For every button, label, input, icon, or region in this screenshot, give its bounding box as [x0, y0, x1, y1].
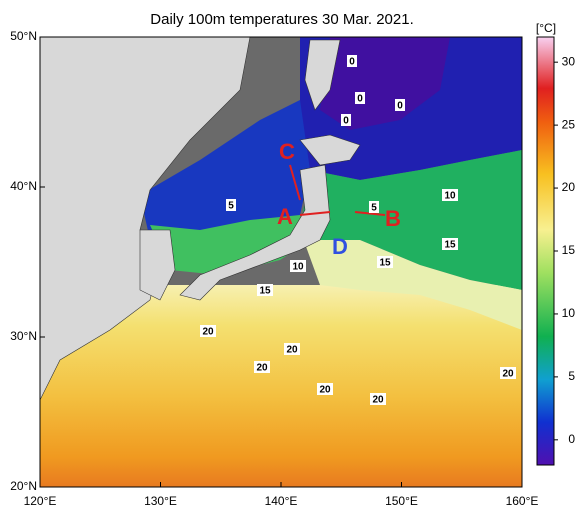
map-area: [40, 37, 522, 487]
contour-label: 20: [502, 369, 514, 380]
section-marker: C: [279, 139, 295, 164]
contour-label: 15: [379, 258, 391, 269]
sea-of-japan-north: [140, 100, 310, 250]
colorbar-tick-label: 25: [562, 117, 576, 131]
x-tick-label: 130°E: [144, 494, 177, 508]
contour-label: 20: [286, 345, 298, 356]
land-sakhalin: [304, 39, 341, 111]
x-tick-label: 140°E: [265, 494, 298, 508]
contour-label: 20: [256, 363, 268, 374]
contour-label-box: [317, 383, 333, 395]
section-marker: A: [277, 204, 293, 229]
contour-label: 20: [319, 385, 331, 396]
section-line: [289, 164, 301, 201]
y-tick-label: 30°N: [10, 329, 37, 343]
colorbar-tick-label: 30: [562, 54, 576, 68]
colorbar-tick-label: 5: [568, 369, 575, 383]
contour-label: 15: [259, 286, 271, 297]
y-tick-label: 50°N: [10, 29, 37, 43]
contour-label-box: [254, 361, 270, 373]
colorbar-tick-label: 20: [562, 180, 576, 194]
section-marker: B: [385, 206, 401, 231]
colorbar: [536, 36, 555, 466]
contour-label-box: [395, 99, 405, 111]
contour-label-box: [377, 256, 393, 268]
contour-label-box: [442, 189, 458, 201]
contour-label-box: [290, 260, 306, 272]
land-hokkaido: [299, 134, 361, 166]
contour-label: 10: [444, 191, 456, 202]
contour-label-box: [442, 238, 458, 250]
contour-label-box: [226, 199, 236, 211]
contour-label: 5: [228, 201, 234, 212]
contour-label-box: [355, 92, 365, 104]
contour-label-box: [369, 201, 379, 213]
contour-label: 0: [397, 101, 403, 112]
contour-label: 0: [357, 94, 363, 105]
contour-label: 5: [371, 203, 377, 214]
land-japan: [179, 164, 331, 301]
front-water: [300, 230, 522, 330]
contour-label-box: [284, 343, 300, 355]
x-tick-label: 150°E: [385, 494, 418, 508]
contour-label: 20: [202, 327, 214, 338]
section-marker: D: [332, 234, 348, 259]
contour-label: 0: [343, 116, 349, 127]
contour-label-box: [500, 367, 516, 379]
y-tick-label: 20°N: [10, 479, 37, 493]
colorbar-tick-label: 15: [562, 243, 576, 257]
contour-label-box: [370, 393, 386, 405]
section-line: [299, 211, 331, 216]
contour-label-box: [200, 325, 216, 337]
contour-label: 0: [349, 57, 355, 68]
title: Daily 100m temperatures 30 Mar. 2021.: [150, 11, 413, 28]
colorbar-tick-label: 0: [568, 432, 575, 446]
contour-label: 15: [444, 240, 456, 251]
contour-label-box: [257, 284, 273, 296]
x-tick-label: 120°E: [24, 494, 57, 508]
y-tick-label: 40°N: [10, 179, 37, 193]
colorbar-unit: [°C]: [536, 21, 556, 35]
mixed-water: [300, 150, 522, 290]
contour-label: 20: [372, 395, 384, 406]
x-tick-label: 160°E: [506, 494, 539, 508]
land-korea: [139, 229, 176, 301]
contour-label-box: [341, 114, 351, 126]
contour-label: 10: [292, 262, 304, 273]
contour-label-box: [347, 55, 357, 67]
section-line: [354, 211, 386, 216]
colorbar-tick-label: 10: [562, 306, 576, 320]
